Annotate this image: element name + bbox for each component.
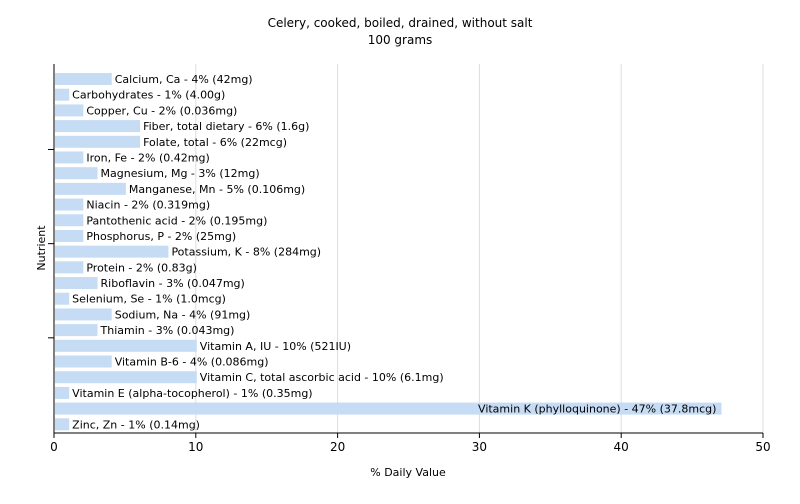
bar-label-7: Manganese, Mn - 5% (0.106mg) <box>129 183 305 196</box>
bar-0 <box>55 73 112 85</box>
bar-label-5: Iron, Fe - 2% (0.42mg) <box>86 151 209 164</box>
bar-8 <box>55 198 84 211</box>
bar-label-1: Carbohydrates - 1% (4.00g) <box>72 89 225 102</box>
bar-label-21: Vitamin K (phylloquinone) - 47% (37.8mcg… <box>478 403 716 416</box>
bar-label-11: Potassium, K - 8% (284mg) <box>171 246 321 259</box>
bar-label-4: Folate, total - 6% (22mcg) <box>143 136 287 149</box>
chart-title: Celery, cooked, boiled, drained, without… <box>268 16 533 30</box>
bar-label-20: Vitamin E (alpha-tocopherol) - 1% (0.35m… <box>72 387 312 400</box>
bar-3 <box>55 120 141 133</box>
x-tick-label-50: 50 <box>755 440 770 454</box>
x-axis-label: % Daily Value <box>370 466 446 479</box>
bar-label-15: Sodium, Na - 4% (91mg) <box>115 308 251 321</box>
bar-9 <box>55 214 84 227</box>
bar-label-14: Selenium, Se - 1% (1.0mcg) <box>72 293 226 306</box>
bar-label-13: Riboflavin - 3% (0.047mg) <box>101 277 245 290</box>
bar-20 <box>55 386 70 399</box>
chart-subtitle: 100 grams <box>368 33 433 47</box>
bar-11 <box>55 245 169 258</box>
bar-10 <box>55 229 84 242</box>
bar-label-19: Vitamin C, total ascorbic acid - 10% (6.… <box>200 371 444 384</box>
x-tick-label-0: 0 <box>50 440 58 454</box>
bar-19 <box>55 371 197 384</box>
x-tick-label-10: 10 <box>188 440 203 454</box>
bar-14 <box>55 292 70 305</box>
bar-label-10: Phosphorus, P - 2% (25mg) <box>86 230 236 243</box>
bar-15 <box>55 308 112 321</box>
bar-21 <box>55 402 722 415</box>
bar-16 <box>55 324 98 337</box>
bar-22 <box>55 418 70 431</box>
bar-18 <box>55 355 112 368</box>
bars: Calcium, Ca - 4% (42mg) Carbohydrates - 1… <box>55 73 722 431</box>
y-axis-label: Nutrient <box>35 225 48 271</box>
bar-label-6: Magnesium, Mg - 3% (12mg) <box>101 167 260 180</box>
bar-label-17: Vitamin A, IU - 10% (521IU) <box>200 340 351 353</box>
bar-label-2: Copper, Cu - 2% (0.036mg) <box>86 104 237 117</box>
bar-label-16: Thiamin - 3% (0.043mg) <box>100 324 235 337</box>
axes: 0 10 20 30 40 50 <box>48 64 771 454</box>
bar-17 <box>55 339 197 352</box>
bar-label-22: Zinc, Zn - 1% (0.14mg) <box>72 418 200 431</box>
x-tick-label-30: 30 <box>472 440 487 454</box>
bar-13 <box>55 277 98 290</box>
x-tick-label-20: 20 <box>330 440 345 454</box>
bar-label-8: Niacin - 2% (0.319mg) <box>86 199 210 212</box>
bar-1 <box>55 88 70 101</box>
bar-7 <box>55 182 126 195</box>
bar-label-3: Fiber, total dietary - 6% (1.6g) <box>143 120 309 133</box>
bar-6 <box>55 167 98 180</box>
bar-label-18: Vitamin B-6 - 4% (0.086mg) <box>115 356 269 369</box>
bar-2 <box>55 104 84 117</box>
bar-4 <box>55 135 141 148</box>
bar-label-9: Pantothenic acid - 2% (0.195mg) <box>86 214 267 227</box>
bar-label-12: Protein - 2% (0.83g) <box>86 261 197 274</box>
bar-12 <box>55 261 84 274</box>
x-tick-label-40: 40 <box>614 440 629 454</box>
bar-5 <box>55 151 84 164</box>
bar-label-0: Calcium, Ca - 4% (42mg) <box>115 73 253 86</box>
